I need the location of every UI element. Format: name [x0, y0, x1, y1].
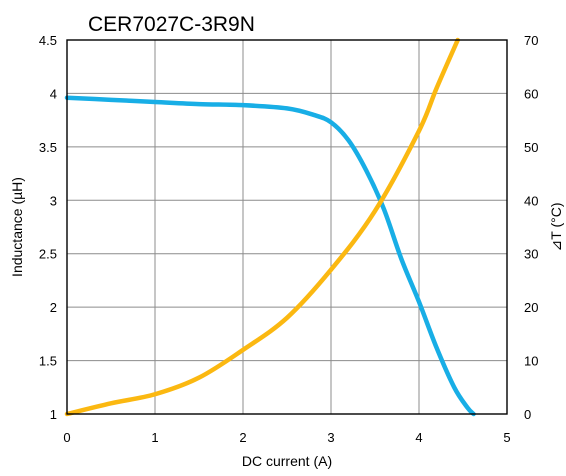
y-left-tick-label: 4.5: [39, 33, 57, 48]
plot-border: [66, 39, 508, 415]
y-left-tick-label: 2.5: [39, 247, 57, 262]
y-left-tick-label: 1: [50, 407, 57, 422]
temperature-rise-line: [64, 37, 460, 417]
y-right-tick-label: 70: [524, 33, 538, 48]
y-left-tick-label: 3: [50, 193, 57, 208]
y-left-tick-label: 2: [50, 300, 57, 315]
y-left-axis-label: Inductance (µH): [9, 177, 25, 277]
y-right-tick-label: 40: [524, 193, 538, 208]
x-tick-label: 1: [151, 430, 158, 445]
y-right-axis-ticks: 0 10 20 30 40 50 60 70: [524, 33, 538, 422]
y-right-axis-label: ⊿T (°C): [548, 203, 564, 252]
y-right-tick-label: 10: [524, 354, 538, 369]
y-left-axis-ticks: 1 1.5 2 2.5 3 3.5 4 4.5: [39, 33, 57, 422]
y-left-tick-label: 3.5: [39, 140, 57, 155]
inductance-line: [64, 95, 476, 417]
y-right-tick-label: 0: [524, 407, 531, 422]
chart-title: CER7027C-3R9N: [88, 13, 255, 36]
y-left-tick-label: 1.5: [39, 354, 57, 369]
x-tick-label: 0: [63, 430, 70, 445]
x-tick-label: 4: [415, 430, 422, 445]
x-tick-label: 3: [327, 430, 334, 445]
y-right-tick-label: 30: [524, 247, 538, 262]
y-left-tick-label: 4: [50, 86, 57, 101]
x-tick-label: 2: [239, 430, 246, 445]
x-tick-label: 5: [503, 430, 510, 445]
y-right-tick-label: 60: [524, 86, 538, 101]
series-lines: [64, 37, 476, 417]
y-right-tick-label: 20: [524, 300, 538, 315]
x-axis-label: DC current (A): [242, 453, 332, 469]
y-right-tick-label: 50: [524, 140, 538, 155]
x-axis-ticks: 0 1 2 3 4 5: [63, 430, 510, 445]
